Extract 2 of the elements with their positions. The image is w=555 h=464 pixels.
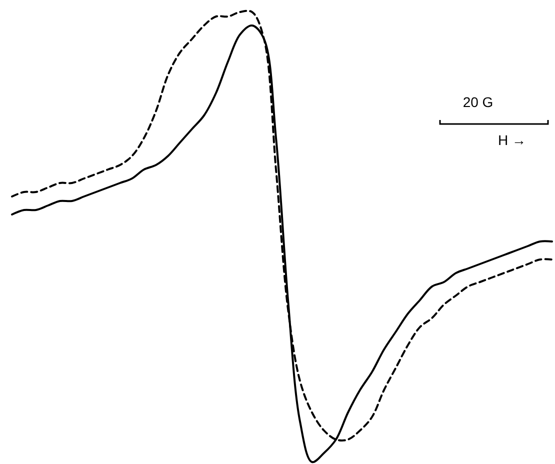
annotation: H → — [498, 132, 526, 148]
annotation: 20 G — [462, 94, 494, 110]
